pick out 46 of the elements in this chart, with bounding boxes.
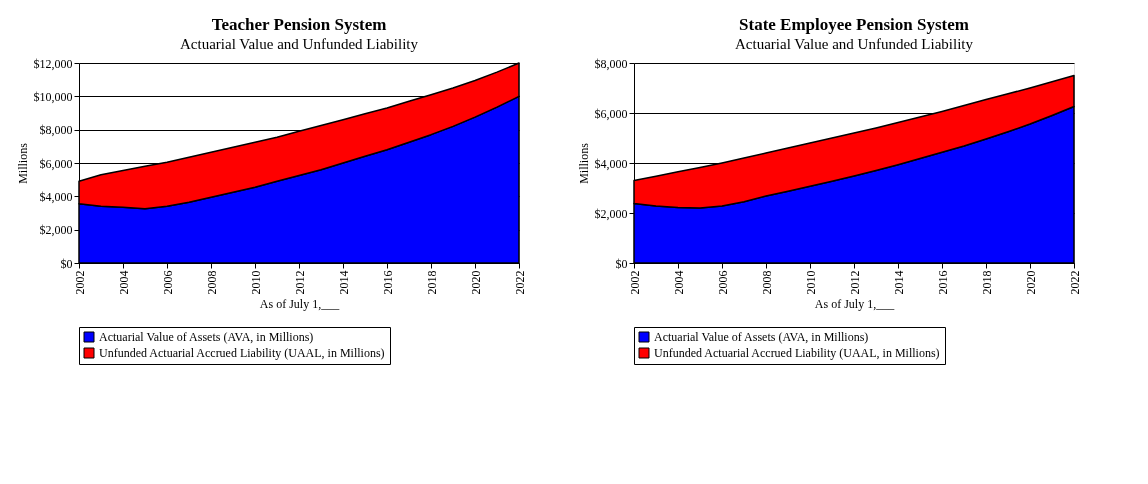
y-tick-label: $2,000 [39, 223, 73, 238]
y-tick-label: $4,000 [39, 189, 73, 204]
x-tick-label: 2002 [72, 270, 87, 295]
x-tick-label: 2020 [468, 270, 483, 295]
x-tick-label: 2020 [1023, 270, 1038, 295]
x-tick-label: 2008 [204, 270, 219, 295]
y-tick-label: $8,000 [594, 56, 628, 71]
x-axis-title: As of July 1,___ [814, 296, 896, 311]
x-axis-title: As of July 1,___ [259, 296, 341, 311]
x-tick-label: 2012 [847, 270, 862, 295]
x-tick-label: 2008 [759, 270, 774, 295]
x-tick-label: 2006 [715, 270, 730, 295]
x-tick-label: 2022 [512, 270, 527, 295]
x-tick-label: 2014 [891, 270, 906, 295]
legend-label: Unfunded Actuarial Accrued Liability (UAAL, in Millions) [99, 346, 385, 360]
x-tick-label: 2004 [671, 270, 686, 295]
legend-label: Unfunded Actuarial Accrued Liability (UAAL, in Millions) [654, 346, 940, 360]
x-tick-label: 2004 [116, 270, 131, 295]
chart-subtitle: Actuarial Value and Unfunded Liability [180, 36, 419, 52]
x-tick-label: 2018 [424, 270, 439, 295]
y-tick-label: $0 [615, 256, 628, 271]
x-tick-label: 2016 [380, 270, 395, 295]
x-tick-label: 2006 [160, 270, 175, 295]
chart-title: State Employee Pension System [739, 15, 969, 34]
x-tick-label: 2016 [935, 270, 950, 295]
chart-title: Teacher Pension System [211, 15, 387, 34]
y-tick-label: $2,000 [594, 206, 628, 221]
x-tick-label: 2010 [803, 270, 818, 295]
y-tick-label: $6,000 [39, 156, 73, 171]
chart-subtitle: Actuarial Value and Unfunded Liability [735, 36, 974, 52]
y-tick-label: $8,000 [39, 123, 73, 138]
x-tick-label: 2022 [1067, 270, 1082, 295]
y-tick-label: $6,000 [594, 106, 628, 121]
x-tick-label: 2010 [248, 270, 263, 295]
legend-label: Actuarial Value of Assets (AVA, in Millions) [654, 330, 869, 344]
y-tick-label: $10,000 [33, 89, 73, 104]
y-tick-label: $4,000 [594, 156, 628, 171]
y-axis-title: Millions [576, 142, 591, 184]
x-tick-label: 2018 [979, 270, 994, 295]
x-tick-label: 2014 [336, 270, 351, 295]
legend-label: Actuarial Value of Assets (AVA, in Millions) [99, 330, 314, 344]
x-tick-label: 2012 [292, 270, 307, 295]
y-tick-label: $12,000 [33, 56, 73, 71]
y-axis-title: Millions [15, 142, 30, 184]
y-tick-label: $0 [60, 256, 73, 271]
x-tick-label: 2002 [627, 270, 642, 295]
